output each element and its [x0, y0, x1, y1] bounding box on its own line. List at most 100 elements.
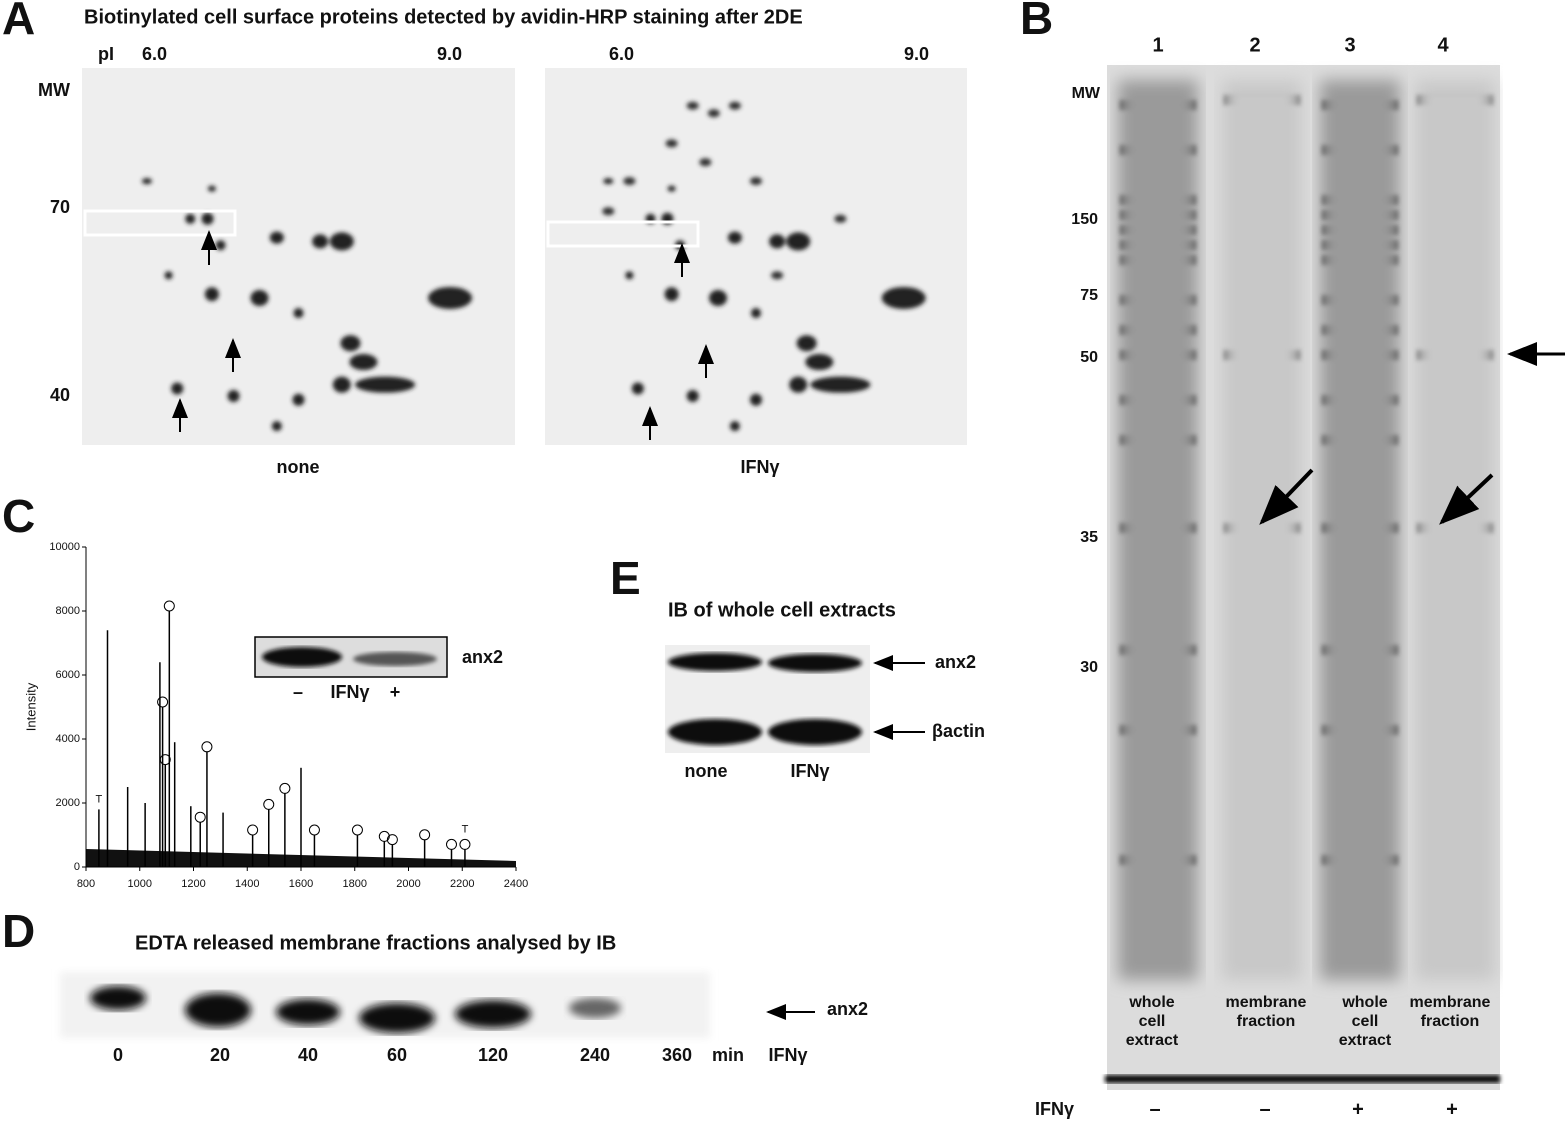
pi-tick: 9.0: [904, 44, 929, 64]
mw-tick: 75: [1080, 287, 1098, 304]
spot: [881, 286, 926, 309]
sign: –: [1149, 1098, 1160, 1120]
spot: [728, 101, 741, 110]
x-tick-label: 1600: [289, 878, 313, 890]
pi-label: pI: [98, 44, 114, 64]
spot: [665, 139, 678, 148]
spot: [201, 212, 214, 225]
time-label: 120: [478, 1045, 508, 1065]
peak-circle: [157, 696, 169, 708]
spot: [623, 177, 636, 186]
panel-label: C: [2, 490, 35, 542]
spot: [769, 234, 786, 249]
time-label: 60: [387, 1045, 407, 1065]
spot: [805, 354, 834, 371]
lane-caption: cell: [1352, 1013, 1379, 1030]
spot: [292, 393, 305, 406]
protein-label: anx2: [827, 999, 868, 1019]
gel: [82, 68, 515, 445]
gel-label: none: [277, 457, 320, 477]
lane-caption: extract: [1126, 1032, 1179, 1049]
mw-tick: 40: [50, 385, 70, 405]
band: [359, 1003, 435, 1033]
pi-tick: 6.0: [609, 44, 634, 64]
lane-number: 1: [1152, 34, 1163, 56]
spot: [271, 421, 282, 432]
spot: [312, 234, 329, 249]
mw-tick: 150: [1071, 211, 1098, 228]
x-tick-label: 1000: [128, 878, 152, 890]
band: [262, 647, 342, 667]
panel-title: IB of whole cell extracts: [668, 599, 896, 621]
inset-protein: anx2: [462, 647, 503, 667]
spot: [709, 289, 728, 306]
mw-tick: 30: [1080, 659, 1098, 676]
lane-caption: membrane: [1226, 994, 1307, 1011]
spot: [667, 185, 676, 192]
y-tick-label: 0: [74, 861, 80, 873]
arrow: [1439, 473, 1494, 525]
time-label: 240: [580, 1045, 610, 1065]
x-tick-label: 1400: [235, 878, 259, 890]
panel-label: B: [1020, 0, 1053, 44]
spot: [329, 232, 354, 251]
mw-label: MW: [38, 80, 70, 100]
spot: [269, 231, 284, 244]
pi-tick: 6.0: [142, 44, 167, 64]
lane-caption: membrane: [1410, 994, 1491, 1011]
spot: [751, 308, 761, 319]
peak-circle: [279, 782, 291, 794]
x-tick-label: 1200: [181, 878, 205, 890]
highlight-box: [546, 220, 700, 248]
spot: [602, 207, 615, 216]
time-label: 360: [662, 1045, 692, 1065]
spot: [227, 389, 240, 402]
spot: [699, 158, 712, 167]
spot: [332, 376, 351, 393]
peak-circle: [308, 824, 320, 836]
peak-circle: [263, 798, 275, 810]
gel: [545, 68, 967, 445]
peak-circle: [159, 754, 171, 766]
lane-caption: whole: [1341, 994, 1387, 1011]
spot: [729, 421, 740, 432]
band: [668, 719, 762, 745]
spot: [750, 177, 762, 186]
spot: [834, 214, 847, 223]
mw-tick: 70: [50, 197, 70, 217]
spot: [215, 240, 226, 251]
pi-tick: 9.0: [437, 44, 462, 64]
unit-label: min: [712, 1045, 744, 1065]
lane-caption: fraction: [1421, 1013, 1480, 1030]
spot: [164, 271, 173, 280]
protein-label: anx2: [935, 652, 976, 672]
peak-circle: [386, 834, 398, 846]
mw-tick: 50: [1080, 349, 1098, 366]
spot: [686, 101, 699, 110]
peak-circle: [247, 824, 259, 836]
panel-title: EDTA released membrane fractions analyse…: [135, 932, 616, 954]
spot: [603, 178, 614, 185]
sign: +: [1352, 1098, 1364, 1120]
lane: [1222, 80, 1302, 980]
band: [455, 1000, 531, 1028]
spot: [185, 213, 196, 224]
band: [90, 986, 146, 1010]
sign: +: [1446, 1098, 1458, 1120]
time-label: 20: [210, 1045, 230, 1065]
peak-circle: [459, 838, 471, 850]
y-tick-label: 10000: [49, 541, 80, 553]
peak-label: T: [96, 793, 103, 805]
peak-label: T: [462, 823, 469, 835]
protein-label: βactin: [932, 721, 985, 741]
lane-caption: cell: [1139, 1013, 1166, 1030]
inset-minus: –: [293, 682, 303, 702]
x-tick-label: 2000: [396, 878, 420, 890]
spot: [204, 287, 219, 302]
treatment-label: IFNγ: [768, 1045, 807, 1065]
spot: [250, 289, 269, 306]
y-tick-label: 2000: [56, 797, 80, 809]
lane-number: 3: [1344, 34, 1355, 56]
peak-circle: [446, 838, 457, 850]
